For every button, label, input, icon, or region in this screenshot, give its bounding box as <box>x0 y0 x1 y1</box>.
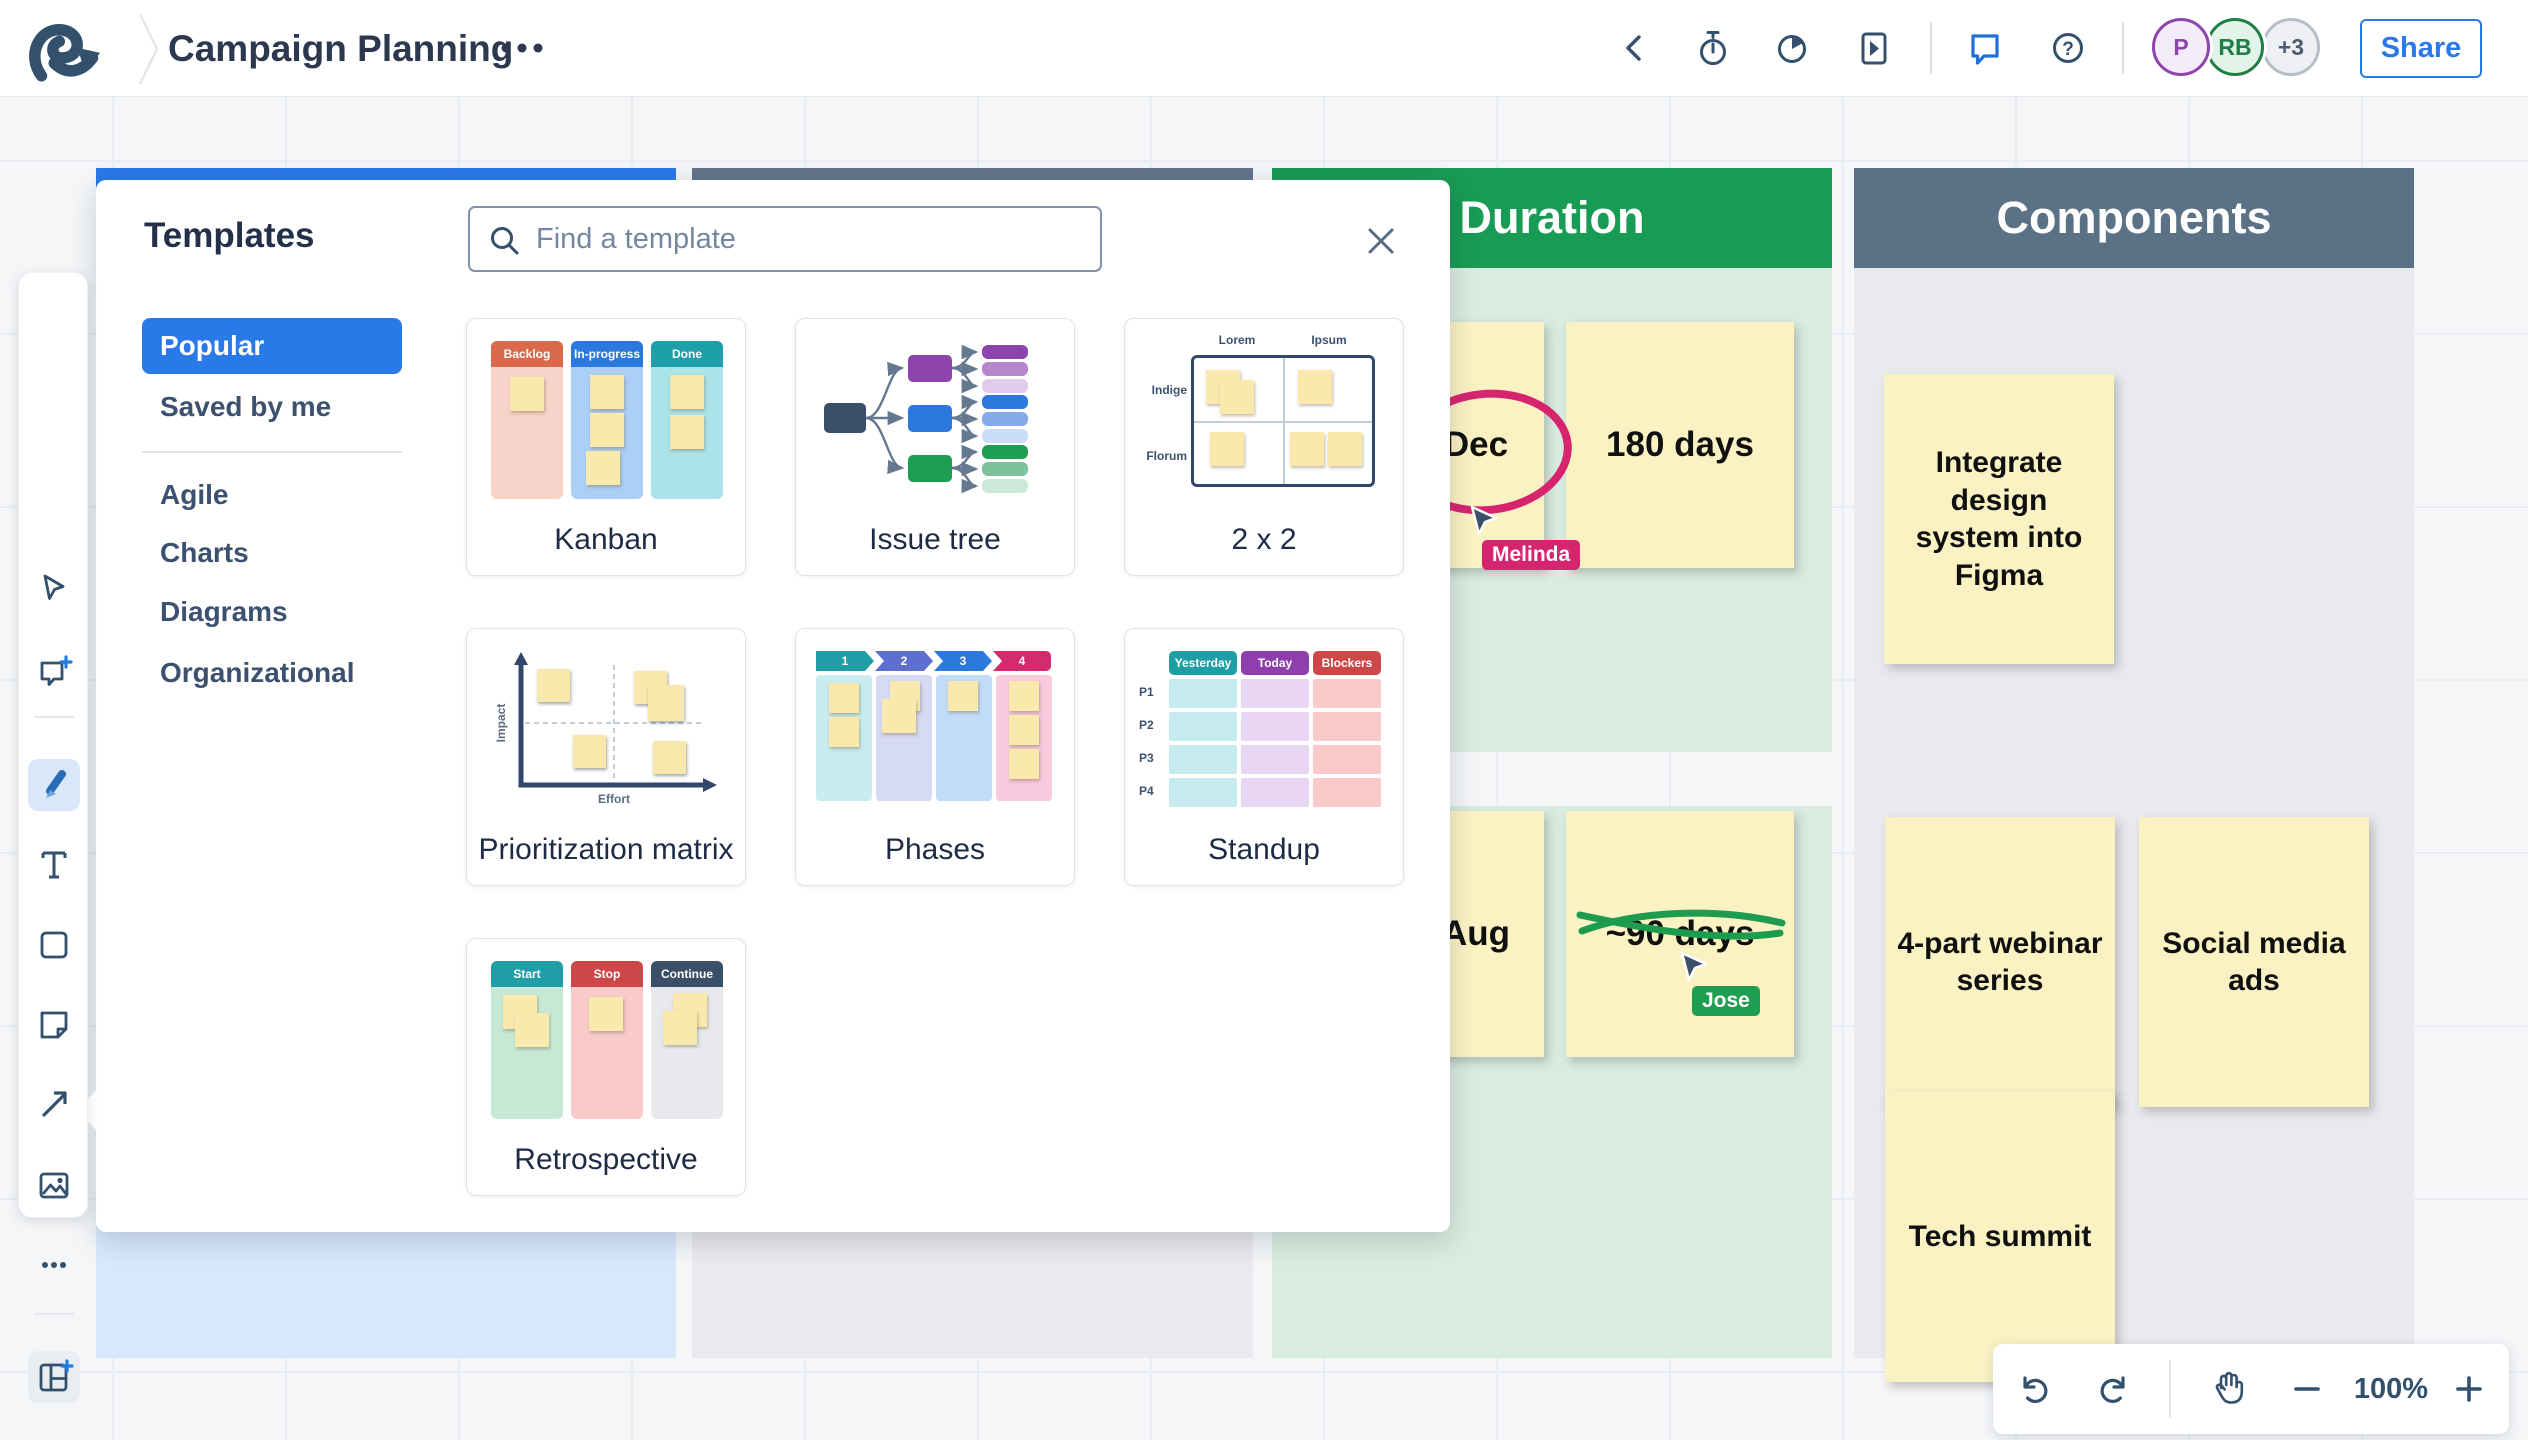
sticky-note-social-media[interactable]: Social media ads <box>2139 817 2369 1107</box>
template-tool-icon[interactable] <box>34 1357 74 1397</box>
toolbar-divider <box>34 716 74 718</box>
topbar-divider <box>2122 22 2124 74</box>
template-card-label: Retrospective <box>514 1143 698 1176</box>
collapse-panel-icon[interactable] <box>1613 26 1657 70</box>
prioritization-thumbnail: Impact Effort <box>494 652 717 806</box>
help-icon[interactable]: ? <box>2046 26 2090 70</box>
sticky-note-180-days[interactable]: 180 days <box>1566 322 1794 568</box>
close-icon[interactable] <box>1362 222 1400 260</box>
line-tool-icon[interactable] <box>34 1085 74 1125</box>
cursor-name-badge: Melinda <box>1482 540 1581 570</box>
app-logo-icon[interactable] <box>26 12 108 86</box>
retrospective-thumbnail: Start Stop Continue <box>491 961 723 1119</box>
category-charts[interactable]: Charts <box>160 537 249 568</box>
page-title[interactable]: Campaign Planning <box>168 28 514 69</box>
breadcrumb-chevron-icon <box>138 13 159 85</box>
template-card-label: Kanban <box>554 523 658 556</box>
template-card-label: Issue tree <box>869 523 1001 556</box>
template-card-label: Prioritization matrix <box>478 833 734 866</box>
redo-button[interactable] <box>2095 1369 2135 1409</box>
cursor-name-badge: Jose <box>1692 986 1760 1016</box>
standup-thumbnail: P1 P2 P3 P4 Yesterday Today Blockers <box>1139 651 1389 811</box>
strikethrough-scribble-annotation <box>1576 909 1786 940</box>
category-agile[interactable]: Agile <box>160 479 229 510</box>
svg-text:Impact: Impact <box>494 704 508 743</box>
stopwatch-icon[interactable] <box>1691 26 1735 70</box>
template-card-retrospective[interactable]: Start Stop Continue Retrospective <box>466 938 746 1196</box>
issue-tree-thumbnail <box>824 344 1028 494</box>
text-tool-icon[interactable] <box>34 845 74 885</box>
cursor-pointer-icon <box>1680 951 1708 982</box>
category-diagrams[interactable]: Diagrams <box>160 596 288 627</box>
sticky-note-webinar[interactable]: 4-part webinar series <box>1885 817 2115 1107</box>
sticky-note-90-days[interactable]: ~90 days <box>1566 811 1794 1057</box>
select-tool-icon[interactable] <box>34 571 74 611</box>
template-card-label: 2 x 2 <box>1231 523 1297 556</box>
avatar[interactable]: RB <box>2206 18 2264 76</box>
avatar-overflow-count[interactable]: +3 <box>2262 18 2320 76</box>
canvas-controls-bar: 100% <box>1993 1344 2509 1434</box>
template-card-kanban[interactable]: Backlog In-progress Done <box>466 318 746 576</box>
category-divider <box>142 451 402 453</box>
template-card-standup[interactable]: P1 P2 P3 P4 Yesterday Today Blockers <box>1124 628 1404 886</box>
template-card-prioritization[interactable]: Impact Effort Prioritization matrix <box>466 628 746 886</box>
search-icon <box>491 227 519 255</box>
template-card-label: Phases <box>884 833 986 866</box>
pie-timer-icon[interactable] <box>1771 26 1815 70</box>
topbar-divider <box>1930 22 1932 74</box>
template-card-label: Standup <box>1208 833 1320 866</box>
top-bar: Campaign Planning ? P RB +3 Share <box>0 0 2528 97</box>
avatar[interactable]: P <box>2152 18 2210 76</box>
sticky-note-tool-icon[interactable] <box>34 1005 74 1045</box>
title-menu-icon[interactable] <box>496 38 548 58</box>
tool-palette <box>18 272 88 1403</box>
duration-title: Duration <box>1459 192 1645 243</box>
templates-panel: Templates Popular Saved by me Agile Char… <box>96 180 1450 1232</box>
cursor-pointer-icon <box>1470 505 1498 536</box>
kanban-thumbnail: Backlog In-progress Done <box>491 341 723 499</box>
category-saved-by-me[interactable]: Saved by me <box>160 391 332 422</box>
slideshow-icon[interactable] <box>1851 26 1895 70</box>
zoom-level[interactable]: 100% <box>2353 1373 2429 1405</box>
pen-tool-icon[interactable] <box>34 765 74 805</box>
category-popular[interactable]: Popular <box>142 318 402 374</box>
templates-panel-title: Templates <box>144 216 315 255</box>
collaborator-cursor-melinda: Melinda <box>1468 504 1581 570</box>
comment-icon[interactable] <box>1963 26 2007 70</box>
template-search-input[interactable] <box>536 208 1086 270</box>
phases-thumbnail: 1 2 3 4 <box>816 651 1056 809</box>
collaborator-cursor-jose: Jose <box>1678 950 1760 1016</box>
category-organizational[interactable]: Organizational <box>160 657 355 688</box>
sticky-note-tech-summit[interactable]: Tech summit <box>1885 1092 2115 1382</box>
svg-text:?: ? <box>2062 39 2074 60</box>
shape-tool-icon[interactable] <box>34 925 74 965</box>
template-search-box[interactable] <box>468 206 1102 272</box>
share-button[interactable]: Share <box>2360 19 2482 78</box>
pan-tool-button[interactable] <box>2209 1369 2249 1409</box>
board-column-components-header[interactable]: Components <box>1854 168 2414 268</box>
zoom-in-button[interactable] <box>2449 1369 2489 1409</box>
toolbar-divider <box>34 1313 74 1315</box>
undo-button[interactable] <box>2013 1369 2053 1409</box>
template-card-issue-tree[interactable]: Issue tree <box>795 318 1075 576</box>
template-tool-highlight <box>28 1351 80 1403</box>
svg-text:Effort: Effort <box>598 792 630 806</box>
components-title: Components <box>1996 192 2272 243</box>
zoom-out-button[interactable] <box>2287 1369 2327 1409</box>
template-card-2x2[interactable]: Lorem Ipsum Indige Florum 2 x 2 <box>1124 318 1404 576</box>
2x2-thumbnail: Lorem Ipsum Indige Florum <box>1145 333 1385 503</box>
add-comment-tool-icon[interactable] <box>34 651 74 691</box>
sticky-note-figma[interactable]: Integrate design system into Figma <box>1884 374 2114 664</box>
zoombar-divider <box>2169 1360 2171 1418</box>
image-tool-icon[interactable] <box>34 1165 74 1205</box>
template-card-phases[interactable]: 1 2 3 4 Phases <box>795 628 1075 886</box>
more-tools-icon[interactable] <box>34 1245 74 1285</box>
